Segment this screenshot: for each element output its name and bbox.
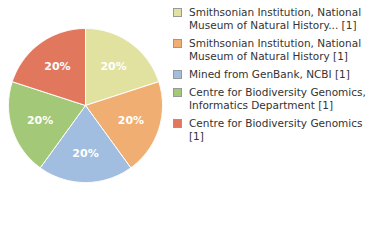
svg-text:20%: 20% — [44, 60, 70, 73]
html-text:Centre for Biodiversity Genomi: Centre for Biodiversity Genomics, Inform… — [189, 86, 366, 111]
html-text:Smithsonian Institution, Natio: Smithsonian Institution, National Museum… — [189, 37, 361, 62]
html-text:Smithsonian Institution, Natio: Smithsonian Institution, National Museum… — [189, 6, 361, 31]
svg-text:20%: 20% — [72, 147, 98, 160]
svg-text:20%: 20% — [118, 114, 144, 127]
svg-text:20%: 20% — [27, 114, 53, 127]
html-text:Mined from GenBank, NCBI [1]: Mined from GenBank, NCBI [1] — [189, 68, 350, 80]
html-text:Centre for Biodiversity Genomi: Centre for Biodiversity Genomics [1] — [189, 117, 363, 142]
svg-text:20%: 20% — [100, 60, 126, 73]
